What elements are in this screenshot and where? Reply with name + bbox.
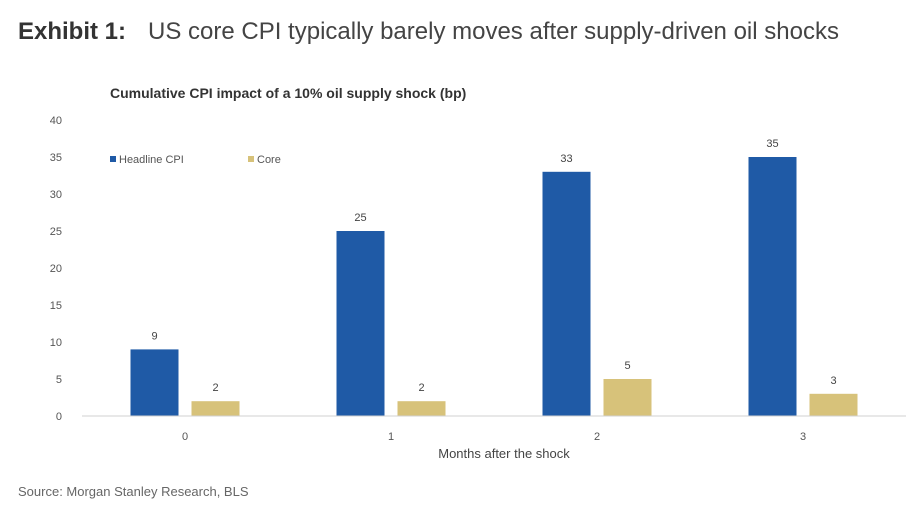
y-tick-label: 5 bbox=[56, 374, 62, 386]
bar-chart: Cumulative CPI impact of a 10% oil suppl… bbox=[50, 85, 906, 461]
data-label: 2 bbox=[418, 382, 424, 394]
legend: Headline CPI Core bbox=[110, 154, 281, 166]
y-tick-label: 20 bbox=[50, 263, 62, 275]
x-tick-label: 2 bbox=[594, 431, 600, 443]
exhibit-title: US core CPI typically barely moves after… bbox=[148, 18, 839, 45]
legend-label: Core bbox=[257, 154, 281, 166]
data-label: 33 bbox=[560, 153, 572, 165]
legend-swatch bbox=[248, 156, 254, 162]
x-tick-label: 0 bbox=[182, 431, 188, 443]
bar-core-2 bbox=[603, 379, 652, 416]
bar-core-3 bbox=[809, 393, 858, 416]
bar-headline-cpi-2 bbox=[542, 171, 591, 416]
data-label: 2 bbox=[212, 382, 218, 394]
exhibit-header: Exhibit 1: US core CPI typically barely m… bbox=[18, 18, 839, 46]
y-axis: 0 5 10 15 20 25 30 35 40 bbox=[50, 115, 62, 423]
data-label: 9 bbox=[151, 330, 157, 342]
y-tick-label: 35 bbox=[50, 152, 62, 164]
x-tick-label: 1 bbox=[388, 431, 394, 443]
y-tick-label: 40 bbox=[50, 115, 62, 127]
data-label: 25 bbox=[354, 212, 366, 224]
source-note: Source: Morgan Stanley Research, BLS bbox=[18, 484, 249, 499]
bar-headline-cpi-0 bbox=[130, 349, 179, 416]
chart-frame: Cumulative CPI impact of a 10% oil suppl… bbox=[18, 62, 918, 470]
bar-headline-cpi-3 bbox=[748, 157, 797, 416]
data-label: 5 bbox=[624, 360, 630, 372]
chart-title: Cumulative CPI impact of a 10% oil suppl… bbox=[110, 85, 466, 101]
bar-core-1 bbox=[397, 401, 446, 416]
y-tick-label: 0 bbox=[56, 411, 62, 423]
y-tick-label: 25 bbox=[50, 226, 62, 238]
legend-swatch bbox=[110, 156, 116, 162]
x-axis-label: Months after the shock bbox=[438, 446, 570, 461]
x-tick-label: 3 bbox=[800, 431, 806, 443]
y-tick-label: 10 bbox=[50, 337, 62, 349]
y-tick-label: 15 bbox=[50, 300, 62, 312]
bar-headline-cpi-1 bbox=[336, 231, 385, 416]
x-axis: 0 1 2 3 bbox=[82, 415, 906, 443]
data-label: 3 bbox=[830, 375, 836, 387]
y-tick-label: 30 bbox=[50, 189, 62, 201]
data-label: 35 bbox=[766, 138, 778, 150]
bars: 9 2 25 2 33 5 35 3 bbox=[130, 138, 858, 416]
bar-core-0 bbox=[191, 401, 240, 416]
legend-label: Headline CPI bbox=[119, 154, 184, 166]
exhibit-label: Exhibit 1: bbox=[18, 18, 127, 45]
